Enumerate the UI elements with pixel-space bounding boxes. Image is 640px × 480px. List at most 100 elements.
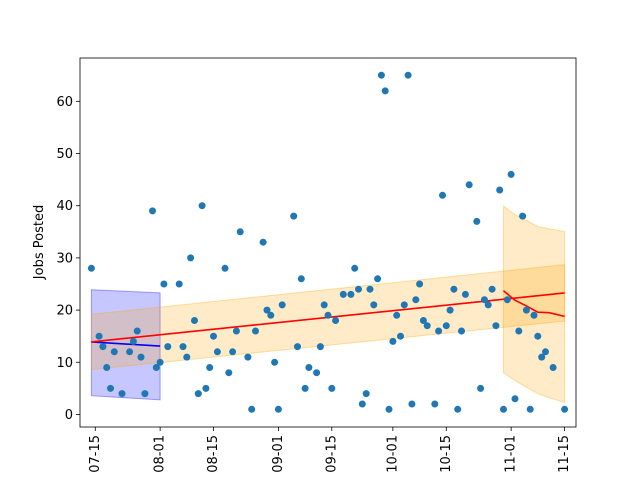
data-point: [397, 332, 404, 340]
data-point: [252, 327, 259, 335]
data-point: [549, 364, 557, 371]
data-point: [362, 390, 370, 398]
data-point: [442, 322, 450, 330]
y-tick-label: 0: [65, 408, 73, 423]
data-point: [412, 296, 420, 304]
x-tick-label: 11-15: [557, 435, 572, 473]
data-point: [492, 322, 500, 330]
data-point: [358, 400, 366, 408]
data-point: [320, 301, 328, 309]
data-point: [183, 353, 191, 361]
data-point: [313, 369, 321, 377]
data-point: [305, 364, 313, 371]
data-point: [416, 280, 424, 288]
data-point: [206, 364, 214, 371]
data-point: [160, 280, 168, 288]
x-tick-label: 10-15: [439, 435, 454, 473]
data-point: [408, 400, 416, 408]
data-point: [149, 207, 156, 215]
y-tick-label: 40: [56, 199, 73, 214]
data-point: [534, 332, 542, 340]
data-point: [377, 71, 385, 79]
data-point: [210, 332, 217, 340]
data-point: [316, 343, 324, 351]
data-point: [561, 405, 569, 413]
data-point: [232, 327, 240, 335]
data-point: [152, 364, 160, 371]
x-tick-label: 10-01: [385, 435, 400, 473]
data-point: [355, 285, 362, 293]
data-point: [374, 275, 382, 283]
data-point: [324, 311, 332, 319]
data-point: [141, 390, 149, 398]
data-point: [175, 280, 183, 288]
data-point: [507, 170, 515, 178]
data-point: [351, 264, 359, 272]
data-point: [133, 327, 141, 335]
data-point: [515, 327, 523, 335]
data-point: [423, 322, 431, 330]
data-point: [366, 285, 374, 293]
scatter-points: [87, 71, 569, 413]
data-point: [271, 358, 279, 366]
data-point: [400, 301, 408, 309]
data-point: [328, 384, 336, 392]
y-tick-label: 20: [56, 304, 73, 319]
data-point: [118, 390, 126, 398]
data-point: [156, 358, 164, 366]
data-point: [473, 217, 481, 225]
data-point: [519, 212, 527, 220]
data-point: [419, 317, 427, 324]
y-axis-label: Jobs Posted: [32, 205, 47, 280]
data-point: [129, 337, 137, 345]
data-point: [236, 228, 244, 236]
data-point: [87, 264, 95, 272]
data-point: [389, 337, 397, 345]
data-point: [244, 353, 252, 361]
x-tick-label: 11-01: [504, 435, 519, 473]
data-point: [221, 264, 229, 272]
data-point: [332, 317, 340, 324]
data-point: [496, 186, 504, 194]
data-point: [385, 405, 393, 413]
data-point: [297, 275, 305, 283]
x-axis-ticks: 07-15 08-01 08-15 09-01 09-15 10-01 10-15 11-01…: [88, 427, 572, 473]
data-point: [446, 306, 454, 314]
y-axis-ticks: 0 10 20 30 40 50 60: [56, 95, 80, 423]
data-point: [435, 327, 443, 335]
y-tick-label: 60: [56, 95, 73, 110]
data-point: [95, 332, 103, 340]
data-point: [450, 285, 458, 293]
data-point: [99, 343, 107, 351]
data-point: [187, 254, 195, 262]
data-point: [301, 384, 309, 392]
data-point: [465, 181, 473, 189]
data-point: [480, 296, 488, 304]
data-point: [488, 285, 496, 293]
data-point: [259, 238, 267, 246]
data-point: [290, 212, 298, 220]
data-point: [370, 301, 378, 309]
data-point: [461, 290, 469, 298]
data-point: [278, 301, 286, 309]
data-point: [538, 353, 546, 361]
data-point: [339, 290, 347, 298]
data-point: [137, 353, 145, 361]
data-point: [164, 343, 172, 351]
data-point: [294, 343, 301, 351]
data-point: [500, 405, 507, 413]
data-point: [526, 405, 534, 413]
y-tick-label: 50: [56, 147, 73, 162]
data-point: [454, 405, 462, 413]
data-point: [511, 395, 519, 403]
data-point: [530, 311, 538, 319]
data-point: [110, 348, 118, 356]
data-point: [191, 317, 198, 324]
data-point: [103, 364, 111, 371]
data-point: [484, 301, 492, 309]
data-point: [194, 390, 202, 398]
data-point: [179, 343, 187, 351]
x-tick-label: 09-01: [271, 435, 286, 473]
x-tick-label: 07-15: [88, 435, 103, 473]
